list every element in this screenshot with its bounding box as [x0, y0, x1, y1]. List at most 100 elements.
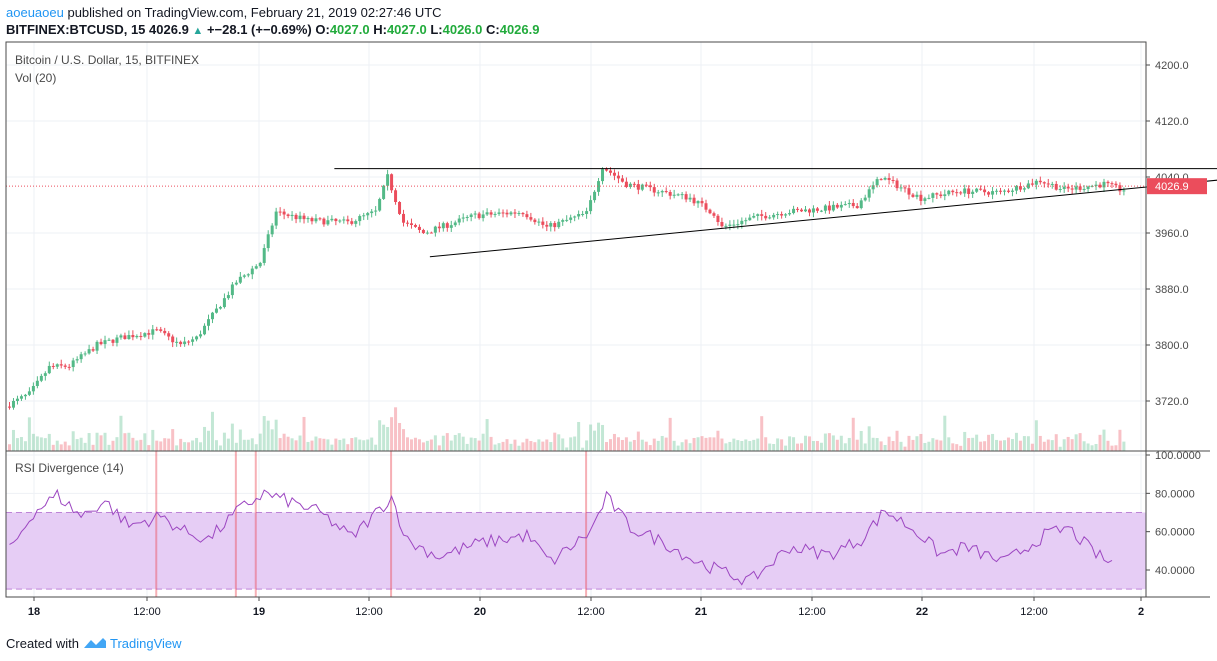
- candle-body: [119, 335, 123, 338]
- symbol-label: BITFINEX:BTCUSD, 15: [6, 22, 146, 37]
- candle-body: [947, 190, 951, 195]
- candle-body: [222, 298, 226, 308]
- volume-bar: [99, 435, 103, 451]
- rsi-tick-label: 100.0000: [1155, 450, 1201, 462]
- volume-bar: [732, 438, 736, 451]
- candle-body: [748, 217, 752, 221]
- candle-body: [406, 222, 409, 224]
- candle-body: [931, 193, 935, 198]
- volume-bar: [91, 444, 95, 451]
- volume-bar: [569, 437, 573, 451]
- volume-bar: [1018, 440, 1022, 451]
- volume-bar: [67, 445, 71, 451]
- candle-body: [79, 354, 83, 360]
- candle-body: [238, 276, 242, 283]
- candle-body: [907, 188, 911, 195]
- time-axis[interactable]: 18 12:00 19 12:00 20 12:00 21 12:00 22 12:00 2: [28, 597, 1144, 618]
- volume-bar: [895, 430, 899, 451]
- candle-body: [115, 337, 119, 343]
- candle-body: [1054, 183, 1058, 190]
- volume-bar: [581, 447, 585, 451]
- volume-bar: [362, 440, 366, 451]
- time-tick-label: 2: [1138, 606, 1144, 618]
- volume-bar: [1026, 436, 1030, 451]
- volume-bar: [549, 442, 553, 451]
- volume-bar: [831, 435, 835, 451]
- candle-body: [370, 211, 374, 214]
- last-price-tag-label: 4026.9: [1155, 181, 1189, 193]
- volume-bar: [135, 440, 139, 451]
- candle-body: [91, 349, 95, 351]
- candle-body: [1006, 190, 1010, 192]
- volume-bar: [195, 437, 199, 451]
- candle-body: [875, 179, 879, 186]
- candle-body: [1014, 186, 1018, 191]
- volume-bar: [748, 441, 752, 451]
- candle-body: [1114, 183, 1118, 186]
- tradingview-brand-link[interactable]: TradingView: [110, 636, 182, 651]
- candle-body: [15, 398, 19, 401]
- candle-body: [191, 339, 195, 342]
- candle-body: [501, 212, 505, 214]
- candle-body: [676, 194, 680, 196]
- candle-body: [366, 213, 370, 216]
- candle-body: [835, 204, 839, 208]
- volume-bar: [672, 440, 676, 451]
- volume-bar: [963, 431, 967, 451]
- candle-body: [187, 341, 191, 343]
- candle-body: [692, 197, 696, 204]
- published-text: published on TradingView.com, February 2…: [67, 5, 442, 20]
- volume-bar: [764, 437, 768, 451]
- candle-body: [83, 353, 87, 355]
- author-link[interactable]: aoeuaoeu: [6, 5, 64, 20]
- candle-body: [660, 191, 664, 193]
- volume-bar: [437, 445, 441, 451]
- volume-bar: [1106, 440, 1110, 451]
- volume-bar: [883, 445, 887, 451]
- candle-body: [107, 339, 111, 341]
- time-tick-label: 19: [253, 606, 265, 618]
- volume-bar: [513, 439, 517, 451]
- candle-body: [664, 191, 668, 193]
- candle-body: [143, 333, 147, 337]
- volume-bar: [628, 441, 632, 451]
- candle-body: [967, 188, 971, 194]
- candle-body: [744, 220, 748, 222]
- candle-body: [135, 335, 139, 338]
- candle-body: [728, 224, 732, 226]
- volume-bar: [131, 437, 135, 451]
- candle-body: [338, 220, 342, 222]
- price-axis[interactable]: 4200.04120.04040.03960.03880.03800.03720…: [1146, 60, 1207, 577]
- volume-bar: [1038, 435, 1042, 451]
- volume-bar: [537, 439, 541, 451]
- volume-bar: [402, 429, 406, 451]
- volume-bar: [47, 433, 51, 451]
- candle-body: [963, 188, 967, 194]
- volume-bar: [744, 439, 748, 451]
- volume-bar: [616, 437, 620, 451]
- volume-bar: [59, 444, 63, 451]
- candle-body: [409, 223, 413, 225]
- candle-body: [123, 335, 127, 340]
- last-price-tag: [1147, 178, 1207, 195]
- candle-body: [167, 333, 171, 337]
- volume-bar: [1074, 434, 1078, 451]
- divergence-marker: [390, 451, 393, 597]
- candle-body: [139, 335, 143, 337]
- volume-bar: [139, 439, 143, 451]
- volume-bar: [409, 439, 413, 451]
- candle-body: [756, 214, 760, 216]
- volume-bar: [445, 433, 449, 451]
- volume-bar: [983, 441, 987, 451]
- candle-body: [573, 216, 577, 218]
- candle-body: [935, 193, 939, 195]
- volume-bar: [915, 436, 919, 451]
- volume-bar: [469, 437, 473, 451]
- open-value: 4027.0: [329, 22, 370, 37]
- volume-bar: [995, 439, 999, 451]
- candle-body: [246, 274, 250, 276]
- candle-body: [975, 188, 979, 192]
- volume-bar: [971, 437, 975, 451]
- candle-body: [1022, 188, 1026, 190]
